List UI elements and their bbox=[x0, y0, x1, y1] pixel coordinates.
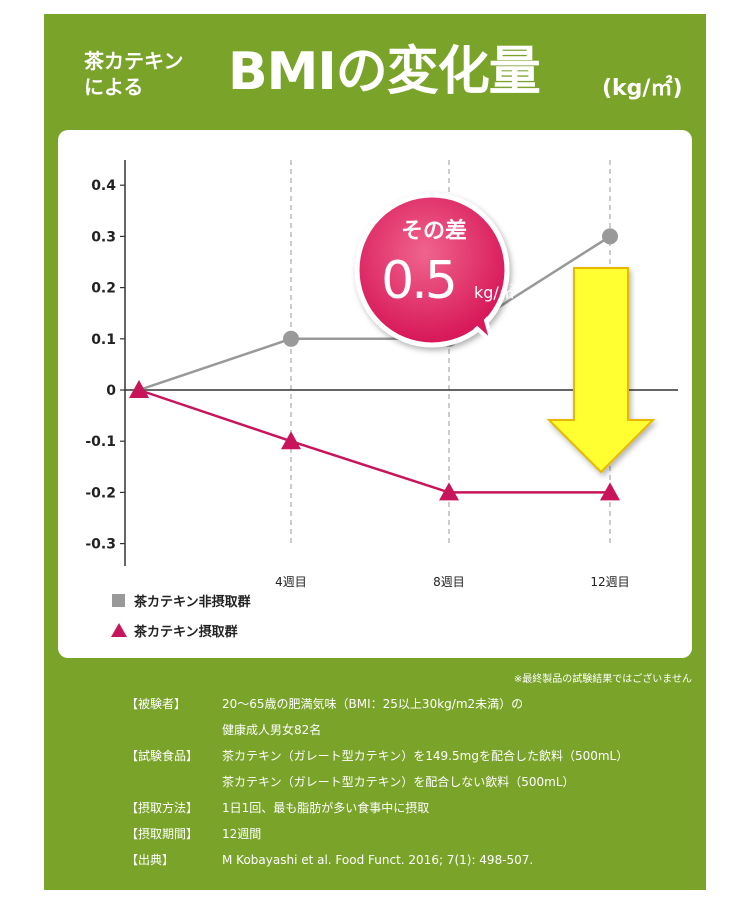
legend-square-marker bbox=[112, 594, 125, 607]
y-tick-label: -0.1 bbox=[85, 434, 116, 450]
data-point-intake bbox=[600, 482, 620, 501]
y-tick-label: 0 bbox=[106, 383, 116, 399]
x-tick-label: 12週目 bbox=[590, 575, 629, 589]
data-point-intake bbox=[281, 431, 301, 450]
legend-label-intake: 茶カテキン摂取群 bbox=[134, 624, 238, 640]
callout-value: 0.5 bbox=[381, 251, 455, 311]
data-point-non-intake bbox=[283, 330, 299, 347]
header-subtitle-line2: による bbox=[84, 75, 144, 99]
x-tick-labels: 4週目 8週目 12週目 bbox=[275, 575, 629, 589]
y-tick-label: -0.3 bbox=[85, 537, 116, 553]
detail-key: 【摂取期間】 bbox=[126, 827, 199, 841]
series-line-2 bbox=[138, 388, 610, 494]
y-tick-label: 0.3 bbox=[91, 229, 116, 245]
detail-value: 20～65歳の肥満気味（BMI：25以上30kg/m2未満）の bbox=[222, 697, 524, 711]
detail-value: 1日1回、最も脂肪が多い食事中に摂取 bbox=[222, 801, 430, 815]
infographic-panel: 茶カテキン による BMIの変化量 (kg/㎡) 0.4 0.3 0.2 0.1 0 -0… bbox=[44, 14, 706, 890]
y-tick-label: 0.2 bbox=[91, 281, 116, 297]
detail-value: M Kobayashi et al. Food Funct. 2016; 7(1… bbox=[222, 853, 534, 867]
detail-key: 【被験者】 bbox=[126, 697, 187, 711]
detail-value: 茶カテキン（ガレート型カテキン）を149.5mgを配合した飲料（500mL） bbox=[222, 749, 629, 763]
x-tick-label: 8週目 bbox=[433, 575, 465, 589]
line-chart: 0.4 0.3 0.2 0.1 0 -0.1 -0.2 -0.3 4週目 8週目 12週目 その差… bbox=[85, 160, 678, 640]
series-line-1 bbox=[138, 235, 611, 392]
detail-value: 健康成人男女82名 bbox=[222, 723, 322, 737]
data-point-non-intake bbox=[602, 228, 618, 245]
difference-callout: その差 0.5 kg/㎡ bbox=[354, 192, 515, 348]
header-subtitle-line1: 茶カテキン bbox=[84, 49, 184, 73]
detail-value: 12週間 bbox=[222, 827, 262, 841]
chart-title: BMIの変化量 bbox=[228, 42, 541, 102]
y-tick-label: -0.2 bbox=[85, 485, 116, 501]
down-arrow-icon bbox=[546, 267, 656, 474]
disclaimer-note: ※最終製品の試験結果ではございません bbox=[513, 674, 692, 685]
legend-label-non-intake: 茶カテキン非摂取群 bbox=[134, 594, 251, 610]
legend-item-non-intake: 茶カテキン非摂取群 bbox=[112, 594, 251, 610]
x-tick-label: 4週目 bbox=[275, 575, 307, 589]
callout-unit: kg/㎡ bbox=[474, 283, 515, 302]
detail-value: 茶カテキン（ガレート型カテキン）を配合しない飲料（500mL） bbox=[222, 775, 575, 789]
y-tick-labels: 0.4 0.3 0.2 0.1 0 -0.1 -0.2 -0.3 bbox=[85, 178, 125, 553]
detail-key: 【試験食品】 bbox=[126, 749, 199, 763]
chart-title-unit: (kg/㎡) bbox=[602, 76, 683, 101]
detail-key: 【摂取方法】 bbox=[126, 801, 199, 815]
chart-legend: 茶カテキン非摂取群 茶カテキン摂取群 bbox=[111, 594, 251, 640]
data-point-intake bbox=[439, 482, 459, 501]
data-point-intake bbox=[129, 380, 149, 398]
legend-triangle-marker bbox=[111, 623, 127, 637]
callout-label: その差 bbox=[401, 218, 467, 244]
detail-key: 【出典】 bbox=[126, 853, 175, 867]
chart-card: 0.4 0.3 0.2 0.1 0 -0.1 -0.2 -0.3 4週目 8週目 12週目 その差… bbox=[58, 130, 692, 658]
legend-item-intake: 茶カテキン摂取群 bbox=[111, 623, 238, 640]
y-tick-label: 0.1 bbox=[91, 332, 116, 348]
y-tick-label: 0.4 bbox=[91, 178, 116, 194]
